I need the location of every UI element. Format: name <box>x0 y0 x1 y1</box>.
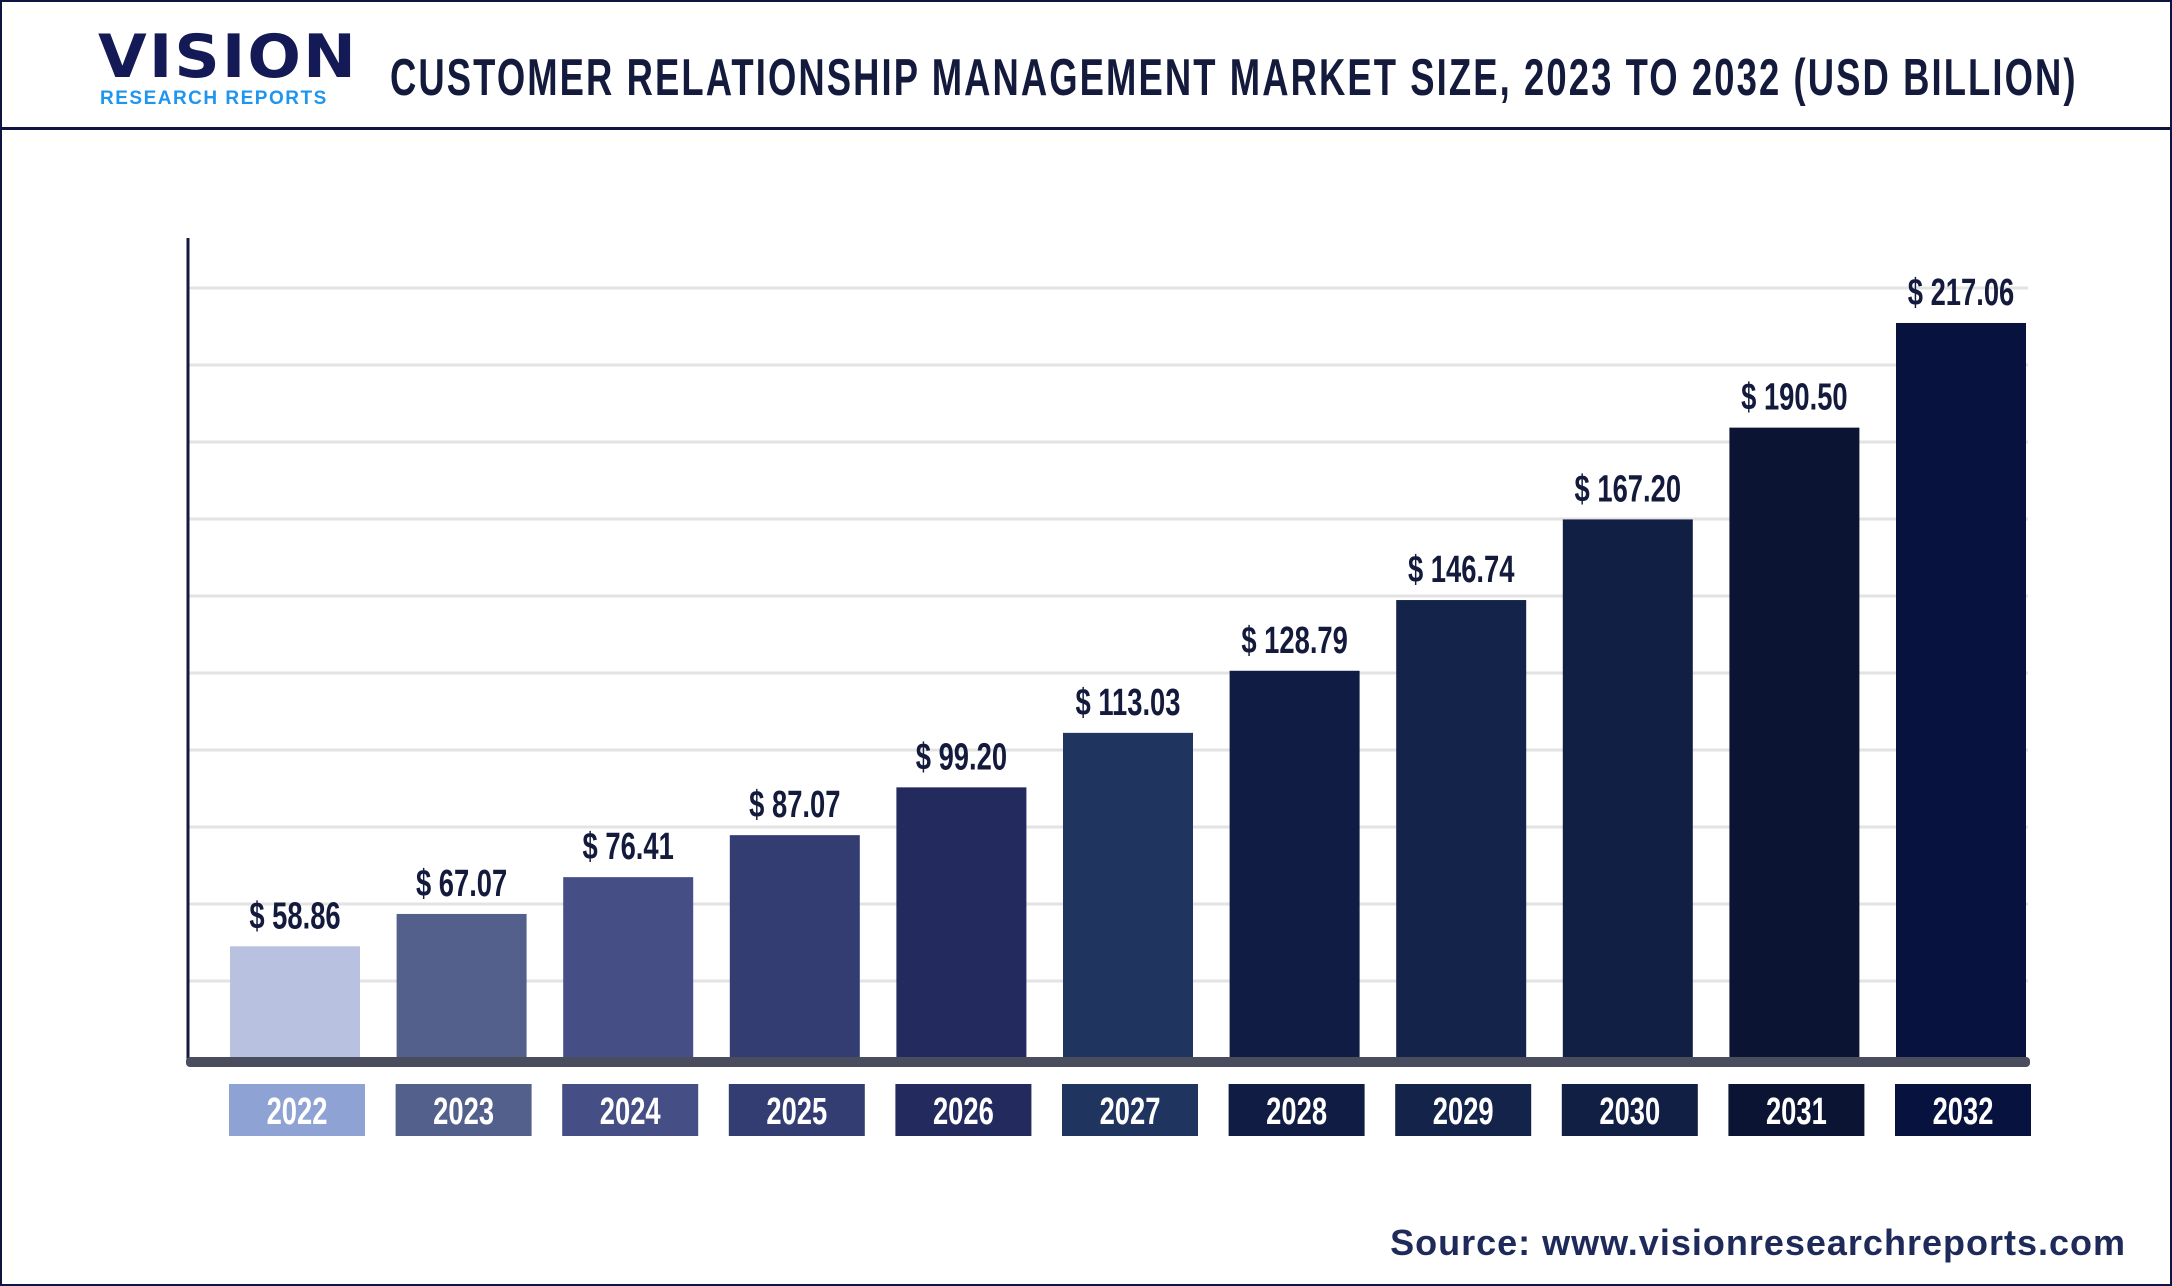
bar-2024 <box>563 877 694 1060</box>
value-label-2029: $ 146.74 <box>1408 549 1515 591</box>
header-divider <box>0 127 2172 130</box>
x-tick-label-2032: 2032 <box>1933 1091 1994 1133</box>
bar-2029 <box>1396 600 1527 1060</box>
bar-2032 <box>1896 322 2026 1060</box>
value-label-2023: $ 67.07 <box>416 863 507 905</box>
value-label-2028: $ 128.79 <box>1241 619 1348 661</box>
x-tick-label-2029: 2029 <box>1433 1091 1494 1133</box>
x-tick-label-2031: 2031 <box>1766 1091 1827 1133</box>
bar-2023 <box>396 913 527 1060</box>
x-tick-box-2031 <box>1728 1084 1865 1136</box>
x-tick-label-2024: 2024 <box>600 1091 661 1133</box>
value-label-2032: $ 217.06 <box>1908 272 2015 314</box>
bar-2028 <box>1229 670 1360 1060</box>
value-label-2026: $ 99.20 <box>916 736 1007 778</box>
value-label-2024: $ 76.41 <box>583 826 674 868</box>
bar-2025 <box>729 835 860 1060</box>
x-tick-label-2026: 2026 <box>933 1091 994 1133</box>
x-tick-box-2027 <box>1062 1084 1198 1136</box>
x-axis-line <box>186 1057 2030 1067</box>
logo-subtext: RESEARCH REPORTS <box>100 88 328 109</box>
x-tick-box-2032 <box>1895 1084 2031 1136</box>
bar-2030 <box>1562 519 1693 1060</box>
source-text: Source: www.visionresearchreports.com <box>1390 1222 2126 1263</box>
x-tick-box-2026 <box>895 1084 1032 1136</box>
x-tick-label-2027: 2027 <box>1100 1091 1161 1133</box>
value-label-2031: $ 190.50 <box>1741 376 1848 418</box>
vision-research-reports-logo: VISION RESEARCH REPORTS <box>98 16 356 116</box>
x-tick-box-2028 <box>1228 1084 1365 1136</box>
x-tick-box-2024 <box>562 1084 699 1136</box>
x-tick-box-2030 <box>1561 1084 1698 1136</box>
value-label-2030: $ 167.20 <box>1575 468 1682 510</box>
bar-2022 <box>230 946 360 1060</box>
logo-text: VISION <box>98 22 358 92</box>
x-tick-label-2030: 2030 <box>1599 1091 1660 1133</box>
chart-title: CUSTOMER RELATIONSHIP MANAGEMENT MARKET … <box>390 49 2078 107</box>
value-label-2022: $ 58.86 <box>249 895 340 937</box>
x-tick-label-2022: 2022 <box>267 1091 328 1133</box>
x-tick-box-2025 <box>728 1084 865 1136</box>
value-label-2025: $ 87.07 <box>749 784 840 826</box>
bar-2031 <box>1729 427 1860 1060</box>
x-tick-label-2023: 2023 <box>433 1091 494 1133</box>
bar-2026 <box>896 787 1027 1060</box>
value-label-2027: $ 113.03 <box>1076 682 1181 724</box>
x-tick-box-2023 <box>395 1084 532 1136</box>
x-tick-label-2025: 2025 <box>766 1091 827 1133</box>
bar-2027 <box>1063 732 1193 1060</box>
x-tick-box-2022 <box>229 1084 365 1136</box>
x-tick-box-2029 <box>1395 1084 1532 1136</box>
x-tick-label-2028: 2028 <box>1266 1091 1327 1133</box>
